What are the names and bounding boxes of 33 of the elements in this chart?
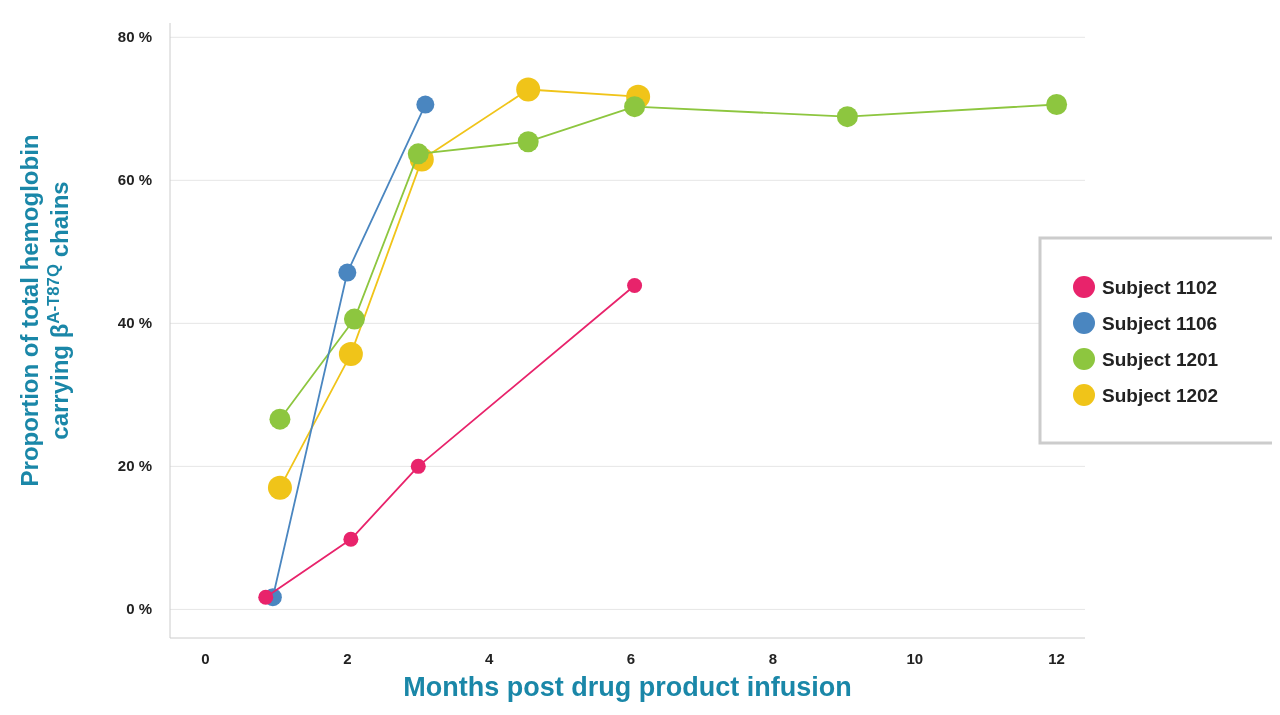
y-tick-label: 20 %	[117, 457, 152, 475]
point	[836, 106, 858, 128]
x-tick-label: 10	[906, 650, 924, 667]
point	[267, 475, 292, 500]
point	[338, 263, 357, 282]
x-tick-label: 8	[768, 650, 778, 667]
point	[627, 277, 643, 293]
y-tick-label: 40 %	[117, 314, 152, 332]
point	[343, 308, 365, 330]
legend-label: Subject 1201	[1102, 349, 1219, 370]
point	[269, 408, 291, 430]
x-tick-label: 4	[485, 650, 495, 667]
point	[517, 131, 539, 153]
x-axis-title: Months post drug product infusion	[403, 672, 852, 702]
legend-label: Subject 1102	[1102, 277, 1218, 298]
legend-label: Subject 1106	[1102, 313, 1218, 334]
legend-label: Subject 1202	[1102, 385, 1219, 406]
x-tick-label: 2	[343, 650, 352, 667]
point	[343, 531, 359, 547]
point	[516, 77, 541, 102]
x-tick-label: 0	[201, 650, 210, 667]
x-tick-label: 12	[1048, 650, 1065, 667]
point	[624, 96, 646, 118]
y-tick-label: 0 %	[126, 600, 152, 618]
point	[1046, 94, 1068, 116]
x-tick-label: 6	[626, 650, 636, 667]
point	[338, 342, 363, 367]
y-tick-label: 80 %	[117, 28, 152, 46]
point	[407, 143, 429, 165]
point	[258, 589, 274, 605]
y-tick-label: 60 %	[117, 171, 152, 189]
point	[416, 95, 435, 114]
point	[410, 458, 426, 474]
